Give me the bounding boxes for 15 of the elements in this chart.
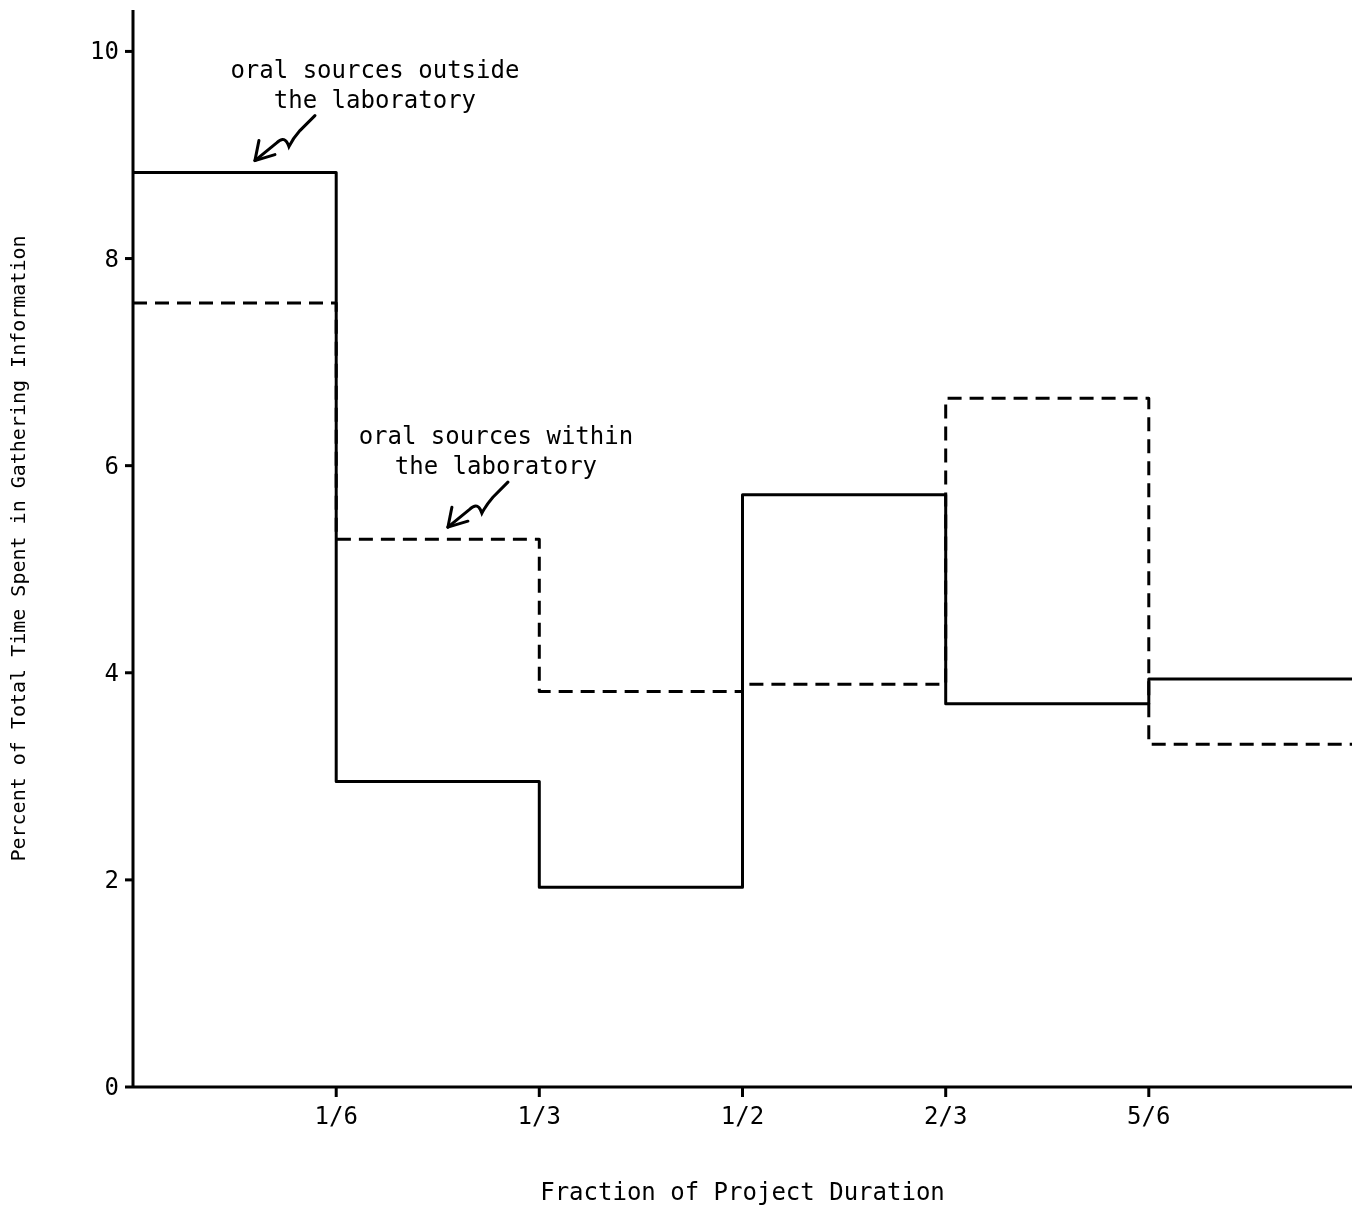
y-tick-label: 0	[104, 1073, 119, 1101]
y-tick-label: 10	[90, 37, 119, 66]
x-tick-label: 2/3	[924, 1102, 968, 1131]
series-label: oral sources within the laboratory	[358, 422, 634, 481]
x-tick-label: 5/6	[1127, 1102, 1171, 1131]
y-tick-label: 8	[104, 244, 119, 273]
y-axis-title: Percent of Total Time Spent in Gathering Information	[6, 235, 31, 862]
x-axis-title: Fraction of Project Duration	[540, 1178, 945, 1206]
y-tick-label: 6	[104, 451, 119, 480]
text: oral sources outside the laboratory	[230, 55, 520, 114]
x-tick-label: 1/6	[314, 1102, 358, 1131]
x-tick-label: 1/3	[517, 1102, 561, 1131]
x-tick-label: 1/2	[720, 1102, 765, 1131]
y-tick-label: 4	[104, 658, 119, 687]
y-tick-label: 2	[104, 865, 119, 894]
